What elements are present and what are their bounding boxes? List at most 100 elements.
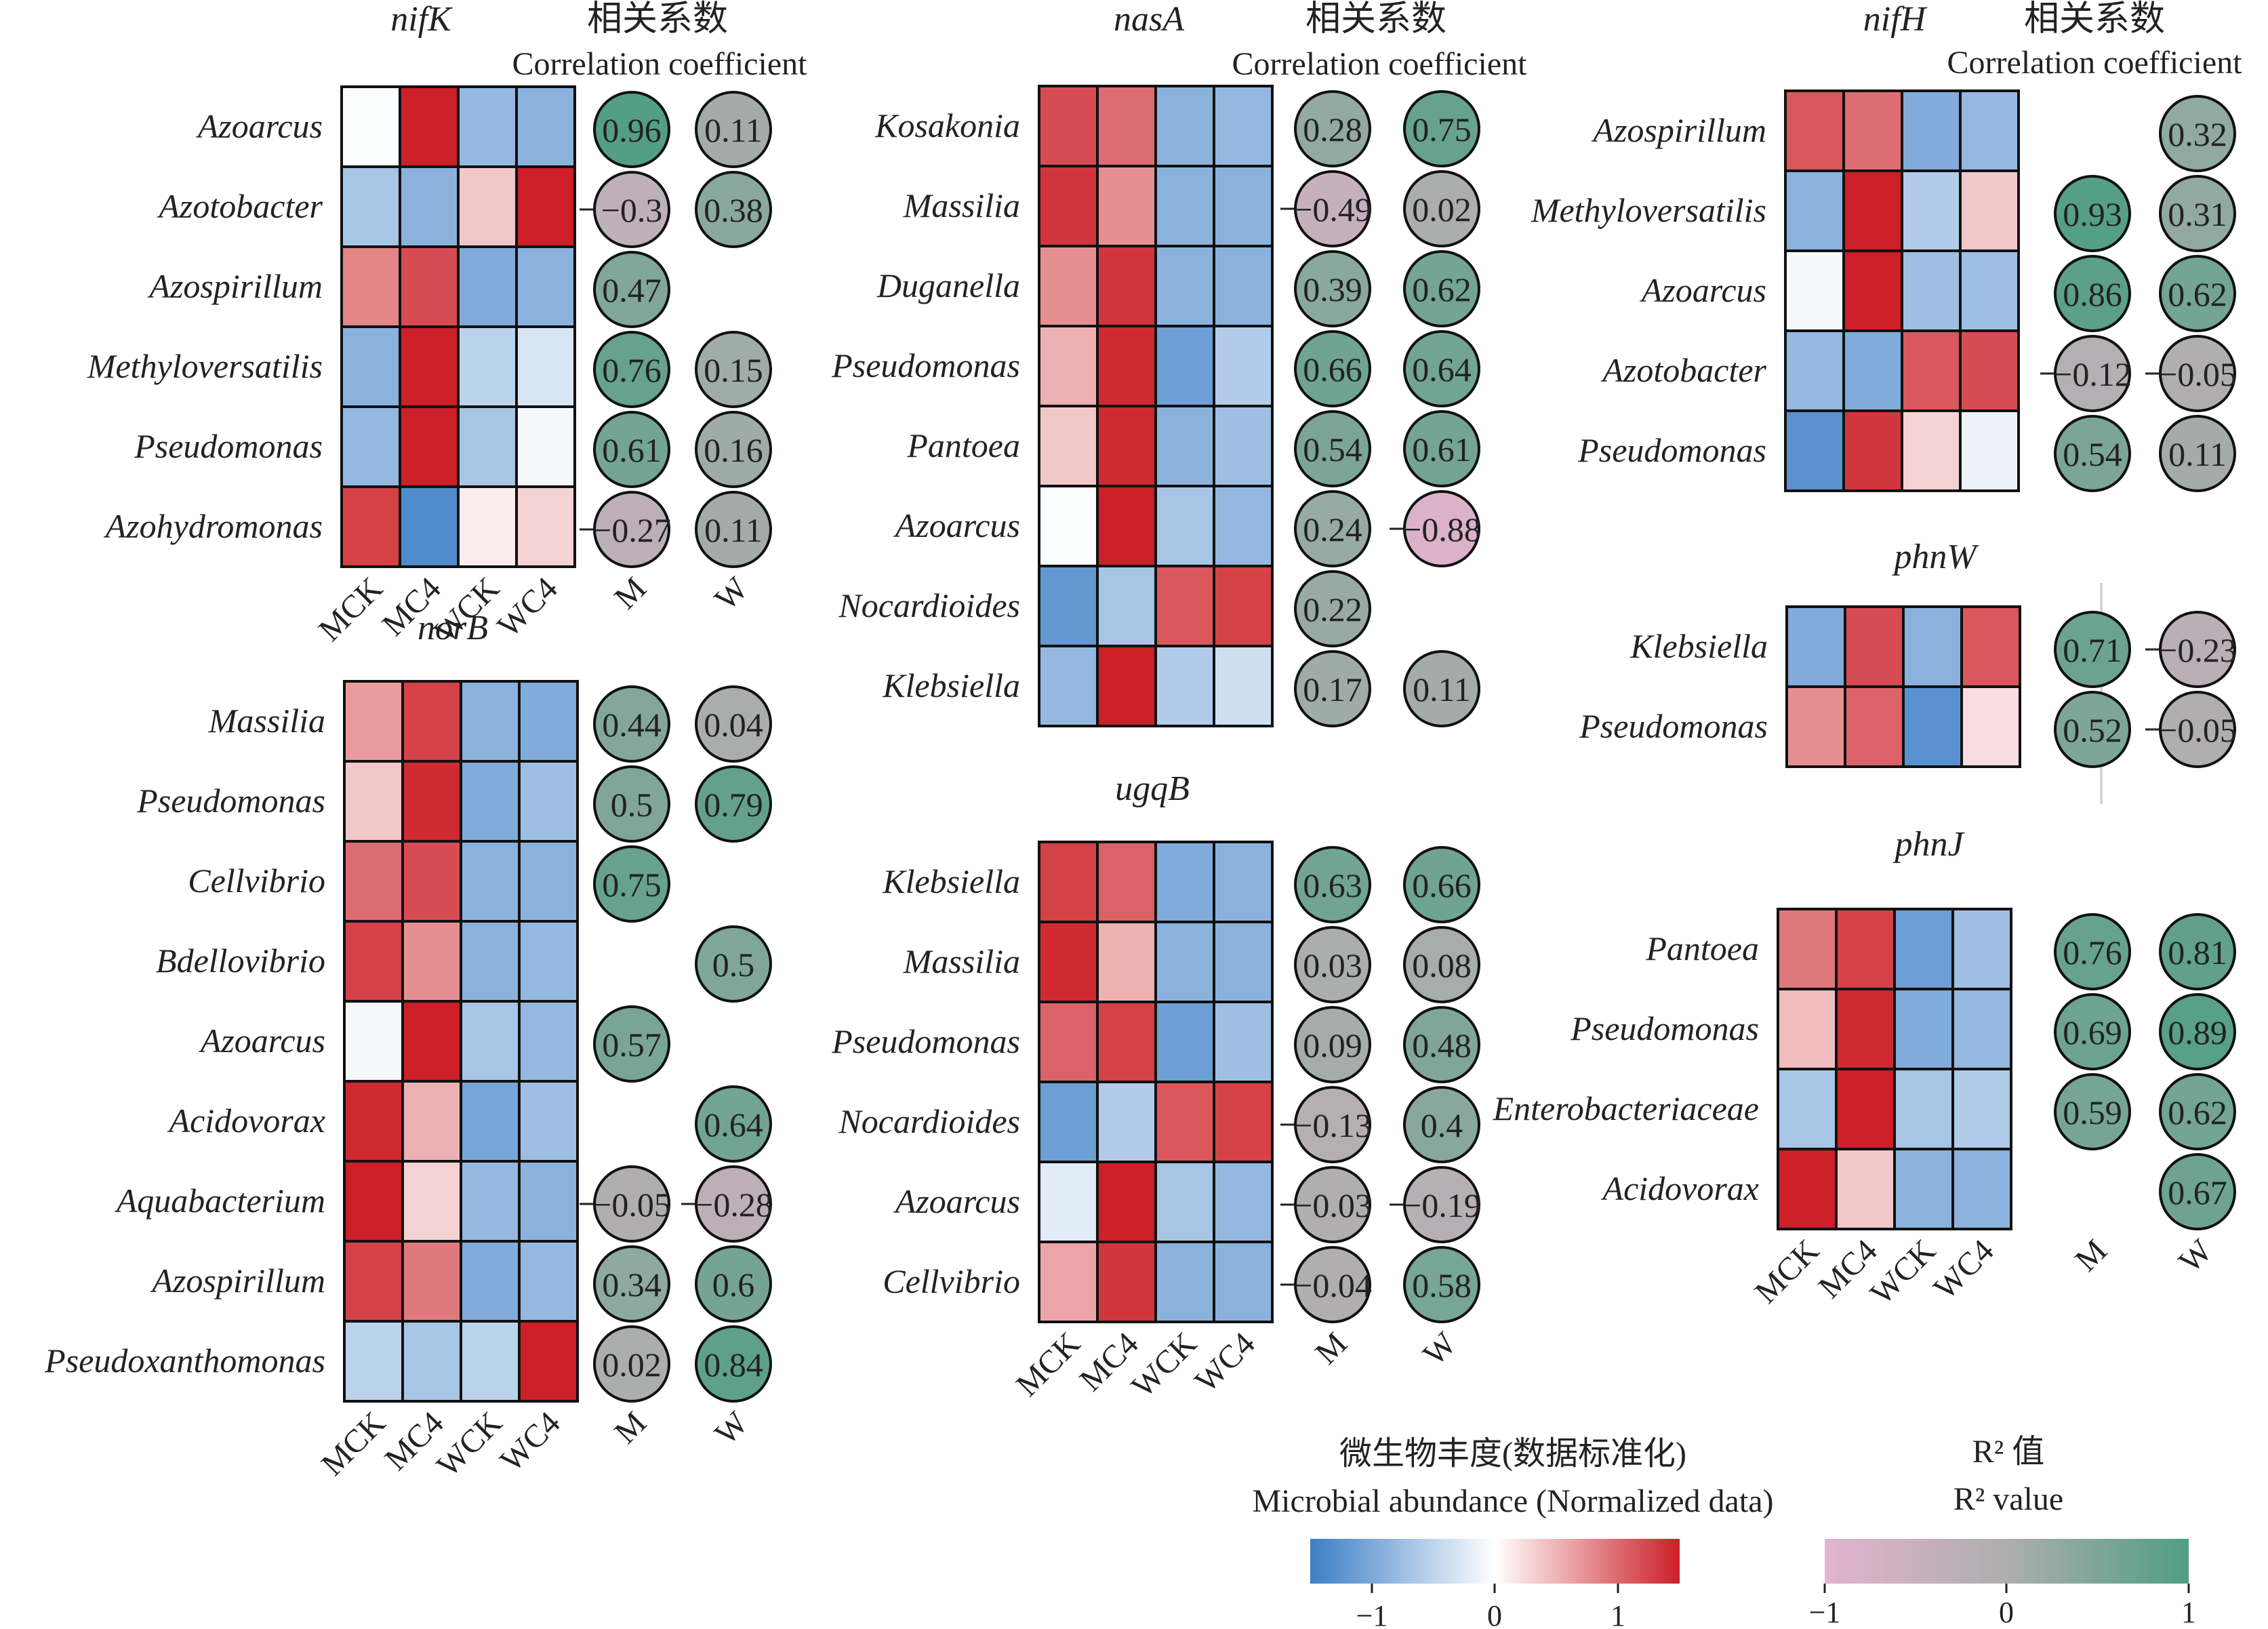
correlation-circle-W bbox=[1403, 1246, 1480, 1323]
correlation-value: 0.34 bbox=[602, 1266, 662, 1304]
correlation-circle-M bbox=[593, 491, 670, 568]
correlation-value: 0.62 bbox=[2168, 1093, 2227, 1131]
correlation-circle-M bbox=[2054, 1073, 2131, 1150]
heatmap-cell bbox=[1096, 245, 1157, 327]
correlation-value: 0.31 bbox=[2168, 195, 2227, 233]
heatmap-cell bbox=[1154, 405, 1215, 487]
correlation-circle-M bbox=[2054, 335, 2131, 412]
correlation-value: 0.75 bbox=[602, 866, 662, 904]
row-label: Azoarcus bbox=[893, 506, 1020, 544]
correlation-circle-W bbox=[695, 331, 772, 408]
row-label: Pseudomonas bbox=[831, 1022, 1020, 1060]
heatmap-cell bbox=[1959, 169, 2020, 252]
heatmap-cell bbox=[1960, 685, 2021, 768]
heatmap-cell bbox=[518, 840, 579, 923]
correlation-circle-M bbox=[593, 1245, 670, 1323]
heatmap-cell bbox=[1785, 605, 1846, 688]
heatmap-cell bbox=[1959, 249, 2020, 332]
corr-header-cn: 相关系数 bbox=[1305, 0, 1446, 39]
heatmap-cell bbox=[401, 920, 462, 1003]
correlation-value: 0.64 bbox=[704, 1106, 763, 1144]
correlation-circle-M bbox=[593, 765, 670, 843]
heatmap-cell bbox=[1213, 1001, 1274, 1083]
correlation-circle-W bbox=[695, 1085, 772, 1163]
correlation-circle-M bbox=[2054, 691, 2131, 768]
x-axis-label: WC4 bbox=[491, 570, 565, 644]
correlation-value: 0.16 bbox=[704, 431, 763, 469]
heatmap-cell bbox=[515, 485, 576, 568]
heatmap-cell bbox=[1154, 1161, 1215, 1243]
row-label: Azospirillum bbox=[147, 267, 323, 305]
heatmap-cell bbox=[1844, 605, 1905, 688]
heatmap-cell bbox=[460, 920, 521, 1003]
heatmap-cell bbox=[401, 1080, 462, 1163]
correlation-circle-M bbox=[593, 411, 670, 488]
x-axis-label: WC4 bbox=[1927, 1232, 2001, 1306]
correlation-circle-M bbox=[2054, 175, 2131, 252]
heatmap-cell bbox=[343, 1320, 404, 1403]
heatmap-cell bbox=[1785, 685, 1846, 768]
row-label: Azospirillum bbox=[150, 1262, 325, 1300]
correlation-circle-M bbox=[1294, 570, 1371, 647]
gene-title: ugqB bbox=[1115, 769, 1190, 808]
heatmap-cell bbox=[1038, 165, 1099, 247]
heatmap-cell bbox=[1038, 485, 1099, 567]
gene-title: nifH bbox=[1863, 0, 1928, 39]
correlation-value: 0.15 bbox=[704, 351, 763, 389]
correlation-value: 0.61 bbox=[1412, 430, 1472, 468]
heatmap-cell bbox=[1784, 409, 1845, 492]
row-label: Azohydromonas bbox=[104, 507, 323, 545]
heatmap-cell bbox=[1038, 405, 1099, 487]
heatmap-cell bbox=[1842, 169, 1903, 252]
correlation-circle-W bbox=[2159, 1073, 2236, 1150]
heatmap-cell bbox=[1096, 921, 1157, 1003]
correlation-circle-M bbox=[1294, 1166, 1371, 1243]
row-label: Klebsiella bbox=[882, 666, 1020, 704]
correlation-value: 0.54 bbox=[1303, 430, 1362, 468]
heatmap-cell bbox=[1038, 645, 1099, 727]
row-label: Pantoea bbox=[1645, 929, 1759, 967]
correlation-value: 0.04 bbox=[704, 706, 763, 744]
heatmap-cell bbox=[460, 680, 521, 763]
correlation-value: 0.71 bbox=[2063, 631, 2122, 669]
correlation-circle-M bbox=[1294, 410, 1371, 487]
correlation-value: −0.28 bbox=[694, 1186, 773, 1224]
correlation-value: 0.84 bbox=[704, 1346, 763, 1384]
x-axis-label: WC4 bbox=[1188, 1325, 1262, 1399]
correlation-value: 0.62 bbox=[2168, 275, 2227, 313]
panel-nifH: nifH 相关系数 Correlation coefficient Azospiril… bbox=[1531, 0, 2242, 492]
correlation-value: 0.66 bbox=[1303, 350, 1362, 388]
corr-header-en: Correlation coefficient bbox=[1232, 46, 1528, 82]
heatmap-cell bbox=[1096, 1081, 1157, 1163]
heatmap-cell bbox=[340, 85, 401, 168]
heatmap-cell bbox=[1154, 245, 1215, 327]
r2-legend-colorbar bbox=[1825, 1539, 2189, 1584]
heatmap-cell bbox=[343, 1240, 404, 1323]
heatmap-cell bbox=[1038, 325, 1099, 407]
gene-title: nifK bbox=[390, 0, 453, 39]
heatmap-cell bbox=[1784, 249, 1845, 332]
correlation-circle-M bbox=[593, 1005, 670, 1083]
row-label: Cellvibrio bbox=[188, 862, 325, 900]
heatmap-cell bbox=[1893, 1148, 1954, 1230]
correlation-circle-M bbox=[2054, 611, 2131, 688]
abundance-legend-tick: 0 bbox=[1487, 1599, 1502, 1629]
correlation-circle-M bbox=[2054, 993, 2131, 1070]
heatmap-cell bbox=[1901, 329, 1962, 412]
correlation-value: 0.81 bbox=[2168, 933, 2227, 971]
correlation-value: 0.89 bbox=[2168, 1013, 2227, 1051]
correlation-value: 0.76 bbox=[602, 351, 662, 389]
correlation-value: 0.66 bbox=[1412, 866, 1472, 904]
heatmap-cell bbox=[1902, 605, 1963, 688]
heatmap-cell bbox=[518, 1000, 579, 1083]
correlation-value: 0.28 bbox=[1303, 110, 1362, 148]
heatmap-cell bbox=[1154, 325, 1215, 407]
x-axis-label: M bbox=[607, 570, 653, 616]
heatmap-cell bbox=[1096, 485, 1157, 567]
heatmap-cell bbox=[518, 920, 579, 1003]
correlation-value: −0.13 bbox=[1293, 1106, 1372, 1144]
correlation-circle-M bbox=[1294, 650, 1371, 727]
heatmap-cell bbox=[1901, 169, 1962, 252]
heatmap-cell bbox=[1951, 1068, 2012, 1150]
correlation-value: 0.52 bbox=[2063, 711, 2122, 749]
